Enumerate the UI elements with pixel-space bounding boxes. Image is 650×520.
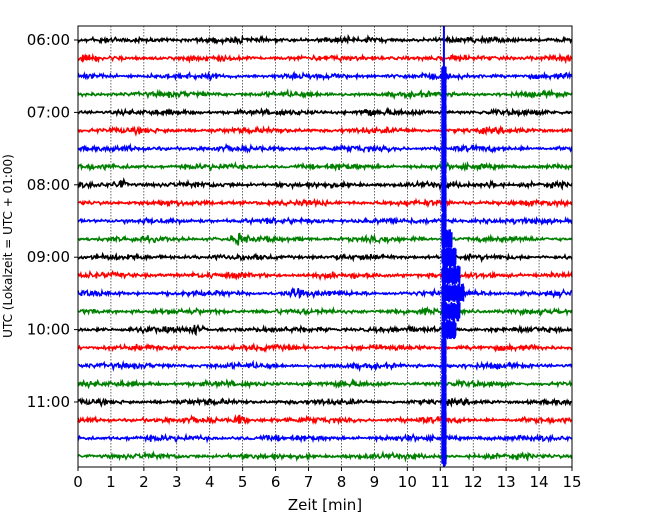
x-tick-label: 11 xyxy=(431,473,450,491)
x-tick-label: 2 xyxy=(139,473,149,491)
trace-row xyxy=(77,413,573,426)
event-burst xyxy=(441,446,447,467)
y-tick-label: 07:00 xyxy=(27,103,70,121)
y-tick-label: 06:00 xyxy=(27,31,70,49)
x-tick-label: 4 xyxy=(205,473,215,491)
trace-row xyxy=(77,160,573,173)
x-tick-label: 1 xyxy=(106,473,116,491)
x-tick-label: 12 xyxy=(464,473,483,491)
event-burst xyxy=(441,265,461,286)
x-tick-label: 5 xyxy=(238,473,248,491)
y-tick-label: 08:00 xyxy=(27,176,70,194)
vertical-gridlines xyxy=(110,26,540,467)
x-tick-label: 3 xyxy=(172,473,182,491)
event-burst xyxy=(441,283,465,304)
seismic-traces xyxy=(77,33,573,463)
trace-row xyxy=(77,286,573,300)
trace-row xyxy=(77,52,573,65)
trace-row xyxy=(77,305,573,318)
trace-row xyxy=(77,396,573,408)
event-burst xyxy=(441,66,447,87)
x-axis-ticks: 0 1 2 3 4 5 6 7 8 9 10 11 12 13 14 15 xyxy=(73,467,582,491)
event-burst xyxy=(441,138,447,159)
y-tick-label: 09:00 xyxy=(27,248,70,266)
event-burst xyxy=(441,410,447,430)
x-tick-label: 15 xyxy=(562,473,581,491)
y-axis-ticks: 06:00 07:00 08:00 09:00 10:00 11:00 xyxy=(27,31,78,411)
event-coda xyxy=(447,289,479,298)
event-burst xyxy=(441,374,447,394)
event-burst xyxy=(441,84,447,105)
x-tick-label: 6 xyxy=(271,473,281,491)
trace-row xyxy=(77,33,573,46)
x-tick-label: 13 xyxy=(497,473,516,491)
event-burst xyxy=(441,156,447,177)
trace-row xyxy=(77,269,573,282)
trace-row xyxy=(77,251,573,264)
trace-row xyxy=(77,70,573,82)
trace-row xyxy=(77,142,573,154)
plot-frame xyxy=(77,25,573,468)
x-tick-label: 14 xyxy=(530,473,549,491)
x-tick-label: 8 xyxy=(337,473,347,491)
trace-row xyxy=(77,432,573,444)
trace-row xyxy=(77,177,573,192)
event-burst xyxy=(441,356,447,376)
y-axis-label: UTC (Lokalzeit = UTC + 01:00) xyxy=(1,154,15,338)
event-burst xyxy=(441,174,447,195)
event-burst xyxy=(441,319,457,340)
event-burst xyxy=(441,102,447,123)
trace-row xyxy=(77,450,573,463)
event-burst xyxy=(441,211,447,231)
trace-row xyxy=(77,323,573,337)
x-tick-label: 7 xyxy=(304,473,314,491)
event-burst xyxy=(441,193,447,213)
trace-row xyxy=(77,232,573,246)
trace-row xyxy=(77,359,573,373)
event-burst xyxy=(441,392,447,412)
trace-row xyxy=(77,377,573,390)
event-burst xyxy=(441,301,461,322)
trace-row xyxy=(77,215,573,227)
event-burst xyxy=(441,428,447,448)
x-tick-label: 0 xyxy=(73,473,83,491)
trace-row xyxy=(77,88,573,101)
event-burst xyxy=(441,120,447,141)
x-tick-label: 10 xyxy=(398,473,417,491)
trace-row xyxy=(77,197,573,209)
trace-row xyxy=(77,106,573,118)
event-burst xyxy=(441,247,457,268)
trace-row xyxy=(77,124,573,137)
y-tick-label: 11:00 xyxy=(27,393,70,411)
x-axis-label: Zeit [min] xyxy=(288,496,362,514)
event-burst xyxy=(441,338,447,358)
trace-row xyxy=(77,342,573,354)
x-tick-label: 9 xyxy=(370,473,380,491)
y-tick-label: 10:00 xyxy=(27,321,70,339)
earthquake-signal xyxy=(441,26,479,467)
event-burst xyxy=(441,229,453,249)
